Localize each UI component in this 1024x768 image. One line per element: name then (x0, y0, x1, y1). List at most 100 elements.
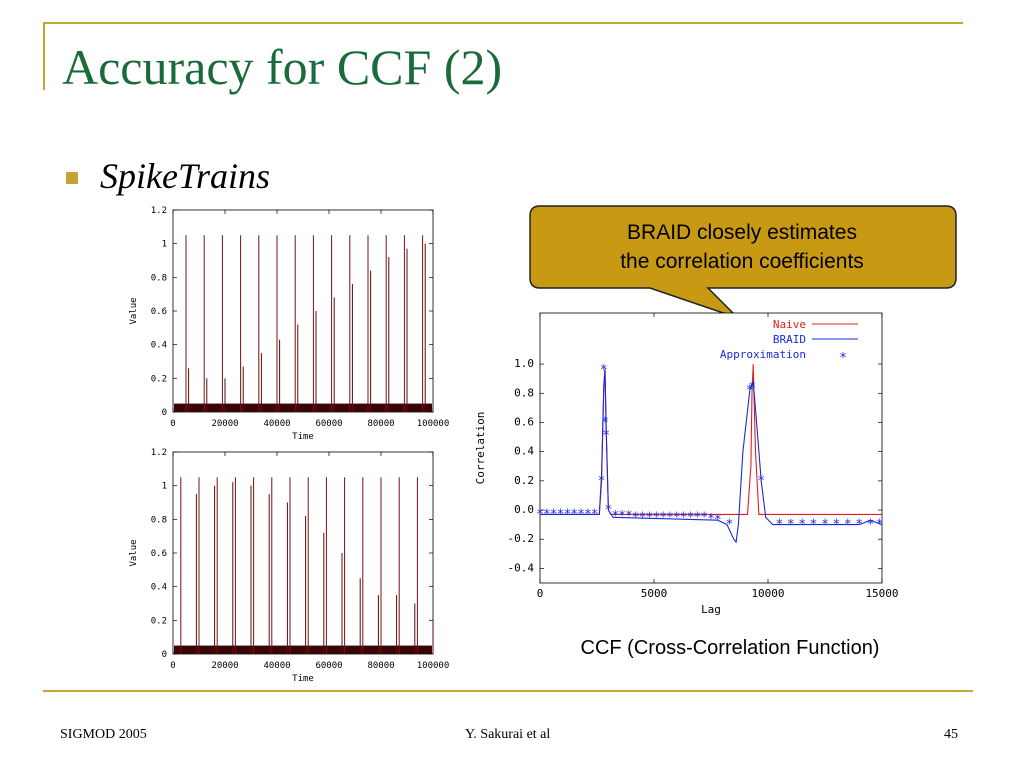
approximation-point: * (693, 510, 701, 525)
x-tick-label: 0 (170, 419, 175, 429)
approximation-point: * (714, 513, 722, 528)
y-tick-label: 1.2 (151, 206, 167, 216)
footer-divider (43, 690, 973, 692)
x-tick-label: 40000 (263, 661, 290, 671)
approximation-point: * (632, 510, 640, 525)
approximation-point: * (821, 518, 829, 533)
bullet-marker (66, 172, 78, 184)
x-tick-label: 40000 (263, 419, 290, 429)
approximation-point: * (584, 507, 592, 522)
spike-baseline-band (174, 403, 432, 412)
y-tick-label: 0.8 (151, 273, 167, 283)
spike-baseline-band (174, 645, 432, 654)
y-tick-label: -0.2 (508, 532, 535, 545)
y-tick-label: 0 (162, 408, 167, 418)
approximation-point: * (577, 507, 585, 522)
x-axis-label: Time (292, 432, 314, 442)
braid-line (540, 369, 883, 544)
spike-train-chart-bottom: 0 0.2 0.4 0.6 0.8 1 1.2 0 20000 40000 60000 80000 10… (129, 448, 449, 684)
approximation-point: * (625, 509, 633, 524)
y-axis-label: Correlation (474, 412, 487, 485)
approximation-point: * (844, 518, 852, 533)
plot-frame (172, 209, 434, 413)
approximation-point: * (707, 512, 715, 527)
footer-page-number: 45 (944, 727, 958, 742)
approximation-point: * (563, 507, 571, 522)
legend-marker: * (839, 351, 847, 366)
approximation-point: * (680, 510, 688, 525)
y-tick-label: 0.8 (514, 386, 534, 399)
x-tick-label: 20000 (211, 661, 238, 671)
approximation-point: * (687, 510, 695, 525)
spike-train-chart-top: 0 0.2 0.4 0.6 0.8 1 1.2 0 20000 40000 60000 80000 10… (129, 206, 449, 442)
callout-bubble (529, 205, 957, 319)
approximation-point: * (867, 518, 875, 533)
y-tick-label: 0.4 (514, 445, 534, 458)
chart-caption: CCF (Cross-Correlation Function) (580, 637, 880, 659)
approximation-point: * (602, 429, 610, 444)
y-axis-label: Value (129, 297, 139, 324)
x-tick-label: 60000 (315, 661, 342, 671)
y-tick-label: 1.2 (151, 448, 167, 458)
x-tick-label: 100000 (417, 419, 450, 429)
y-tick-label: 0.2 (514, 474, 534, 487)
title-accent-horizontal (43, 22, 963, 24)
x-tick-label: 10000 (751, 587, 784, 600)
callout-line-2: the correlation coefficients (620, 250, 864, 273)
approximation-point: * (604, 503, 612, 518)
approximation-point: * (570, 507, 578, 522)
y-tick-label: 0.4 (151, 341, 167, 351)
plot-frame (172, 451, 434, 655)
x-tick-label: 80000 (367, 661, 394, 671)
x-tick-label: 100000 (417, 661, 450, 671)
slide-title: Accuracy for CCF (2) (62, 39, 503, 95)
x-tick-label: 60000 (315, 419, 342, 429)
approximation-point: * (550, 507, 558, 522)
approximation-point: * (591, 507, 599, 522)
callout-text: BRAID closely estimates the correlation … (533, 218, 951, 276)
legend-label: BRAID (773, 333, 806, 346)
x-tick-label: 0 (170, 661, 175, 671)
approximation-point: * (652, 510, 660, 525)
approximation-point: * (748, 380, 756, 395)
x-tick-label: 15000 (865, 587, 898, 600)
y-tick-label: 0.4 (151, 583, 167, 593)
approximation-point: * (725, 518, 733, 533)
y-tick-label: 1 (162, 240, 167, 250)
legend-label: Approximation (720, 348, 806, 361)
approximation-point: * (775, 518, 783, 533)
approximation-point: * (757, 474, 765, 489)
approximation-point: * (855, 518, 863, 533)
ccf-chart: 1.0 0.8 0.6 0.4 0.2 0.0 -0.2 -0.40 5000 10000 1500… (474, 312, 899, 616)
footer-authors: Y. Sakurai et al (465, 727, 551, 742)
approximation-point: * (646, 510, 654, 525)
footer-venue: SIGMOD 2005 (60, 727, 147, 742)
approximation-point: * (598, 474, 606, 489)
y-tick-label: 0.0 (514, 503, 534, 516)
approximation-point: * (639, 510, 647, 525)
x-tick-label: 80000 (367, 419, 394, 429)
y-tick-label: 1 (162, 482, 167, 492)
y-tick-label: 0.6 (151, 549, 167, 559)
y-tick-label: 0 (162, 650, 167, 660)
approximation-point: * (557, 507, 565, 522)
approximation-point: * (798, 518, 806, 533)
y-tick-label: 0.6 (151, 307, 167, 317)
approximation-point: * (600, 363, 608, 378)
approximation-point: * (787, 518, 795, 533)
approximation-point: * (536, 507, 544, 522)
y-tick-label: 0.2 (151, 374, 167, 384)
approximation-point: * (666, 510, 674, 525)
title-accent-vertical (43, 22, 45, 90)
approximation-point: * (746, 383, 754, 398)
x-axis-label: Lag (701, 603, 721, 616)
approximation-point: * (601, 415, 609, 430)
legend-label: Naive (773, 318, 806, 331)
y-tick-label: 0.2 (151, 616, 167, 626)
y-tick-label: 0.8 (151, 515, 167, 525)
x-axis-label: Time (292, 674, 314, 684)
callout-line-1: BRAID closely estimates (627, 221, 857, 244)
y-tick-label: 0.6 (514, 415, 534, 428)
y-tick-label: -0.4 (508, 561, 535, 574)
